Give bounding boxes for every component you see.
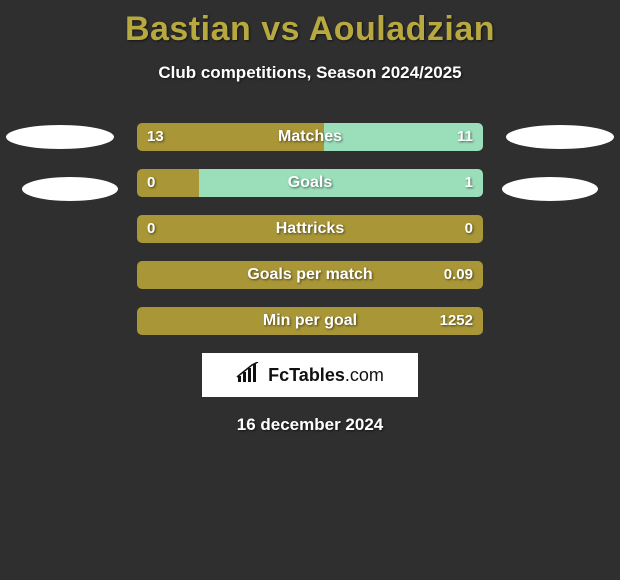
- avatar-left-1: [6, 125, 114, 149]
- stat-bar-label: Goals: [137, 169, 483, 197]
- stat-bar: Matches13 11: [137, 123, 483, 151]
- stat-bar-value-left: 0: [147, 215, 155, 243]
- stat-bar-value-right: 1: [465, 169, 473, 197]
- stat-bar-value-right: 1252: [440, 307, 473, 335]
- bar-chart-icon: [236, 362, 262, 389]
- stat-bars: Matches1311Goals01Hattricks00Goals per m…: [137, 123, 483, 335]
- date-label: 16 december 2024: [0, 415, 620, 435]
- stat-bar-value-right: 0.09: [444, 261, 473, 289]
- subtitle: Club competitions, Season 2024/2025: [0, 63, 620, 83]
- stat-bar: Hattricks0 0: [137, 215, 483, 243]
- stat-bar-value-left: 13: [147, 123, 164, 151]
- avatar-left-2: [22, 177, 118, 201]
- stat-bar-label: Matches: [137, 123, 483, 151]
- stat-bar: Goals0 1: [137, 169, 483, 197]
- logo: FcTables.com: [202, 353, 418, 397]
- stat-bar: Goals per match0.09: [137, 261, 483, 289]
- page-title: Bastian vs Aouladzian: [0, 0, 620, 49]
- stat-bar-label: Goals per match: [137, 261, 483, 289]
- stat-bar-value-right: 11: [457, 123, 473, 151]
- avatar-right-2: [502, 177, 598, 201]
- avatar-right-1: [506, 125, 614, 149]
- stat-bar-label: Min per goal: [137, 307, 483, 335]
- stat-bar-value-left: 0: [147, 169, 155, 197]
- stat-bar-label: Hattricks: [137, 215, 483, 243]
- stat-bar: Min per goal1252: [137, 307, 483, 335]
- stat-bar-value-right: 0: [465, 215, 473, 243]
- logo-text: FcTables.com: [268, 365, 384, 386]
